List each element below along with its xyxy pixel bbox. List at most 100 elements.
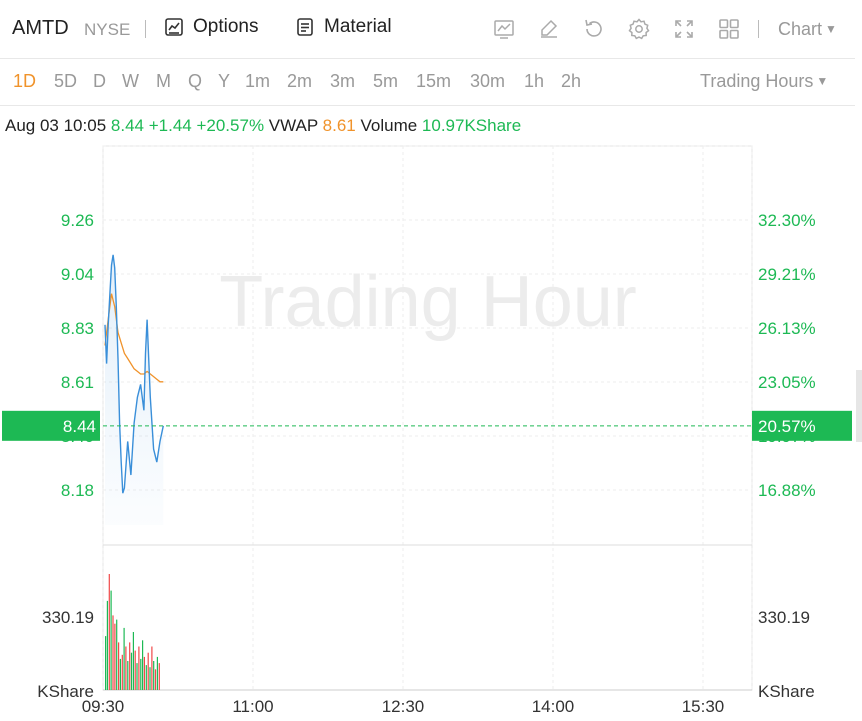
quote-change-pct: +20.57% — [196, 116, 265, 135]
price-tick-label: 9.04 — [61, 265, 94, 284]
caret-down-icon: ▼ — [825, 22, 837, 36]
volume-bar — [125, 646, 127, 690]
time-tick-label: 12:30 — [382, 697, 425, 716]
trading-hour-watermark: Trading Hour — [219, 262, 637, 342]
price-tick-label: 8.83 — [61, 319, 94, 338]
volume-bar — [134, 650, 136, 690]
ticker-symbol: AMTD — [12, 17, 69, 39]
current-price-tag: 8.44 — [2, 410, 100, 441]
options-chart-icon — [165, 18, 183, 36]
time-tick-label: 09:30 — [82, 697, 125, 716]
volume-bar — [132, 632, 134, 690]
percent-axis-right: 32.30%29.21%26.13%23.05%19.97%16.88% — [758, 211, 816, 500]
vwap-label: VWAP — [268, 116, 318, 135]
volume-bar — [149, 667, 151, 690]
range-2h[interactable]: 2h — [561, 71, 582, 91]
material-label: Material — [324, 16, 392, 37]
top-toolbar: AMTD NYSE Options Material — [0, 0, 855, 59]
volume-bar — [110, 590, 112, 690]
range-5d[interactable]: 5D — [54, 71, 78, 91]
range-2m[interactable]: 2m — [287, 71, 313, 91]
range-1m[interactable]: 1m — [245, 71, 271, 91]
range-quarter[interactable]: Q — [188, 71, 203, 91]
caret-down-icon: ▼ — [816, 74, 829, 88]
vwap-line — [104, 293, 164, 383]
current-price-tag-bg — [2, 410, 100, 441]
volume-label: Volume — [360, 116, 418, 135]
range-month[interactable]: M — [156, 71, 171, 91]
trading-hours-label: Trading Hours — [700, 71, 814, 91]
exchange-label: NYSE — [84, 20, 131, 39]
refresh-icon[interactable] — [582, 17, 606, 41]
volume-bar — [154, 669, 157, 690]
volume-bar — [129, 642, 131, 690]
volume-bar — [108, 574, 110, 690]
percent-tick-label: 26.13% — [758, 319, 816, 338]
range-selector-bar: 1D 5D D W M Q Y 1m 2m 3m 5m 15m 30m 1h 2… — [0, 58, 855, 106]
settings-icon[interactable] — [627, 17, 651, 41]
time-tick-label: 14:00 — [532, 697, 575, 716]
quote-datetime: Aug 03 10:05 — [5, 116, 107, 135]
time-tick-label: 15:30 — [682, 697, 725, 716]
quote-price: 8.44 — [110, 116, 144, 135]
volume-bar — [118, 642, 120, 690]
volume-bars — [105, 574, 160, 690]
volume-bar — [156, 656, 158, 690]
time-tick-label: 11:00 — [232, 697, 273, 716]
volume-bar — [116, 619, 118, 690]
range-15m[interactable]: 15m — [416, 71, 452, 91]
percent-tick-label: 16.88% — [758, 481, 816, 500]
layout-icon[interactable] — [717, 17, 741, 41]
percent-tick-label: 32.30% — [758, 211, 816, 230]
volume-bar — [114, 623, 116, 690]
volume-bar — [105, 636, 107, 690]
percent-tick-label: 23.05% — [758, 373, 816, 392]
range-week[interactable]: W — [122, 71, 139, 91]
volume-bar — [140, 658, 142, 690]
volume-bar — [136, 663, 138, 690]
price-line — [104, 254, 164, 494]
divider — [145, 20, 146, 38]
indicator-icon[interactable] — [492, 17, 516, 41]
scrollbar[interactable] — [856, 370, 862, 442]
time-axis: 09:30 11:00 12:30 14:00 15:30 — [82, 697, 725, 716]
range-year[interactable]: Y — [218, 71, 231, 91]
volume-tick-left: 330.19 — [42, 608, 94, 627]
volume-bar — [143, 656, 145, 690]
volume-bar — [112, 615, 114, 690]
volume-bar — [130, 652, 133, 690]
range-30m[interactable]: 30m — [470, 71, 506, 91]
document-icon — [297, 18, 313, 36]
price-axis-left: 9.269.048.838.618.408.18 — [61, 211, 94, 500]
draw-icon[interactable] — [537, 17, 561, 41]
chart-type-dropdown[interactable]: Chart ▼ — [778, 19, 837, 40]
chart-grid — [102, 145, 753, 691]
volume-bar — [123, 627, 125, 690]
volume-bar — [119, 658, 121, 690]
fullscreen-icon[interactable] — [672, 17, 696, 41]
chart-type-label: Chart — [778, 19, 823, 39]
range-day[interactable]: D — [93, 71, 106, 91]
volume-bar — [127, 661, 129, 690]
volume-bar — [106, 600, 108, 690]
volume-bar — [147, 652, 149, 690]
range-5m[interactable]: 5m — [373, 71, 399, 91]
range-1d[interactable]: 1D — [13, 71, 37, 91]
current-pct-tag-bg — [752, 410, 852, 441]
options-label: Options — [193, 16, 259, 37]
volume-unit-left: KShare — [37, 682, 94, 701]
current-pct-tag: 20.57% — [752, 410, 852, 441]
price-tick-label: 9.26 — [61, 211, 94, 230]
trading-hours-dropdown[interactable]: Trading Hours ▼ — [700, 71, 828, 92]
range-1h[interactable]: 1h — [524, 71, 545, 91]
volume-unit-right: KShare — [758, 682, 815, 701]
percent-tick-label: 29.21% — [758, 265, 816, 284]
volume-value: 10.97KShare — [421, 116, 522, 135]
volume-bar — [158, 663, 160, 690]
material-button[interactable]: Material — [294, 16, 392, 38]
options-button[interactable]: Options — [163, 16, 258, 38]
volume-bar — [121, 654, 123, 690]
range-3m[interactable]: 3m — [330, 71, 356, 91]
plot-frame — [102, 145, 753, 691]
